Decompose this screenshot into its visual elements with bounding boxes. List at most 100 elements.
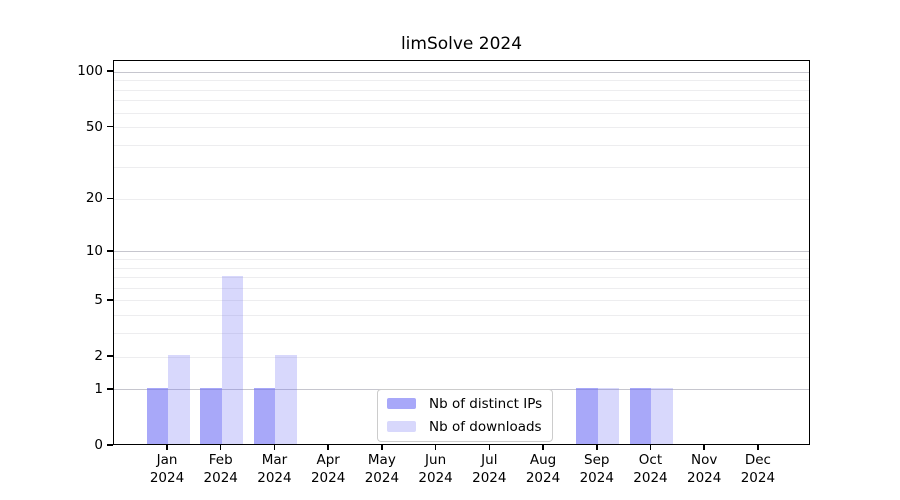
y-tick-label-5: 5 bbox=[94, 291, 103, 308]
y-tick-label-2: 2 bbox=[94, 348, 103, 365]
x-tick-label-jan: Jan 2024 bbox=[135, 451, 199, 487]
x-tick-mark-apr bbox=[327, 445, 329, 450]
gridline-y-70 bbox=[114, 100, 809, 102]
gridline-y-90 bbox=[114, 80, 809, 82]
month-year: 2024 bbox=[364, 470, 400, 486]
legend-label-distinct-ips: Nb of distinct IPs bbox=[429, 395, 543, 412]
bar-distinct-ips-mar bbox=[253, 387, 276, 444]
y-tick-label-10: 10 bbox=[85, 242, 103, 259]
x-tick-mark-mar bbox=[273, 445, 276, 450]
distinct-ips-swatch-icon bbox=[387, 398, 416, 409]
y-tick-mark-2 bbox=[107, 355, 113, 357]
gridline-y-8 bbox=[114, 267, 809, 269]
legend-label-downloads: Nb of downloads bbox=[429, 418, 542, 435]
gridline-y-7 bbox=[114, 277, 809, 279]
x-tick-label-oct: Oct 2024 bbox=[618, 451, 682, 487]
month-name: Nov bbox=[691, 452, 718, 468]
y-tick-mark-10 bbox=[107, 250, 113, 252]
bar-downloads-sep bbox=[597, 387, 620, 444]
y-tick-mark-0 bbox=[107, 444, 113, 446]
y-tick-label-0: 0 bbox=[94, 437, 103, 453]
gridline-y-9 bbox=[114, 259, 809, 260]
chart-title: limSolve 2024 bbox=[400, 34, 523, 54]
downloads-swatch-icon bbox=[387, 421, 416, 432]
x-tick-mark-nov bbox=[703, 445, 705, 450]
y-tick-mark-50 bbox=[107, 125, 113, 128]
x-tick-mark-aug bbox=[542, 445, 544, 450]
month-year: 2024 bbox=[740, 470, 776, 486]
gridline-y-4 bbox=[114, 315, 809, 317]
x-tick-label-jun: Jun 2024 bbox=[404, 451, 468, 487]
x-tick-label-aug: Aug 2024 bbox=[511, 451, 575, 487]
month-year: 2024 bbox=[687, 470, 722, 486]
y-tick-mark-100 bbox=[107, 70, 113, 72]
month-name: Feb bbox=[208, 452, 233, 468]
month-year: 2024 bbox=[149, 470, 185, 486]
month-name: Sep bbox=[584, 452, 610, 468]
plot-area bbox=[113, 60, 810, 445]
x-tick-mark-feb bbox=[219, 445, 222, 450]
month-year: 2024 bbox=[633, 470, 668, 486]
y-tick-label-20: 20 bbox=[85, 190, 103, 207]
month-name: Apr bbox=[316, 452, 340, 468]
month-name: Jul bbox=[481, 452, 498, 468]
y-tick-mark-1 bbox=[107, 388, 113, 390]
month-name: Dec bbox=[744, 452, 771, 468]
gridline-y-20 bbox=[114, 198, 809, 200]
month-year: 2024 bbox=[472, 470, 507, 486]
y-tick-mark-20 bbox=[107, 197, 113, 200]
month-year: 2024 bbox=[257, 470, 292, 486]
y-tick-label-1: 1 bbox=[94, 380, 103, 397]
y-tick-label-50: 50 bbox=[85, 118, 103, 135]
gridline-y-5 bbox=[114, 300, 809, 302]
bar-distinct-ips-jan bbox=[146, 387, 168, 444]
gridline-y-100 bbox=[114, 71, 809, 73]
x-tick-mark-sep bbox=[596, 445, 598, 450]
x-tick-label-mar: Mar 2024 bbox=[242, 451, 306, 487]
month-name: Jan bbox=[156, 452, 178, 468]
month-year: 2024 bbox=[418, 470, 453, 486]
legend: Nb of distinct IPs Nb of downloads bbox=[377, 389, 554, 442]
gridline-y-60 bbox=[114, 112, 809, 114]
month-year: 2024 bbox=[525, 470, 561, 486]
month-name: Oct bbox=[638, 452, 663, 468]
gridline-y-80 bbox=[114, 89, 809, 91]
x-tick-label-apr: Apr 2024 bbox=[296, 451, 360, 487]
gridline-y-3 bbox=[114, 333, 809, 335]
x-tick-label-jul: Jul 2024 bbox=[457, 451, 521, 487]
x-tick-mark-jun bbox=[434, 445, 437, 450]
x-tick-mark-dec bbox=[757, 445, 759, 450]
gridline-y-6 bbox=[114, 287, 809, 289]
x-tick-label-dec: Dec 2024 bbox=[726, 451, 790, 487]
legend-item-downloads: Nb of downloads bbox=[387, 417, 542, 436]
x-tick-mark-may bbox=[381, 445, 383, 450]
month-year: 2024 bbox=[203, 470, 238, 486]
bar-downloads-jan bbox=[168, 355, 190, 444]
x-tick-mark-jan bbox=[166, 445, 168, 450]
gridline-y-2 bbox=[114, 356, 809, 358]
bar-distinct-ips-sep bbox=[576, 387, 598, 444]
bar-distinct-ips-oct bbox=[629, 387, 652, 444]
bar-downloads-oct bbox=[651, 387, 673, 444]
gridline-y-30 bbox=[114, 167, 809, 169]
gridline-y-10 bbox=[114, 251, 809, 253]
bar-downloads-mar bbox=[275, 355, 297, 444]
x-tick-label-nov: Nov 2024 bbox=[672, 451, 736, 487]
month-year: 2024 bbox=[579, 470, 614, 486]
x-tick-label-feb: Feb 2024 bbox=[189, 451, 253, 487]
month-name: Mar bbox=[261, 452, 288, 468]
month-name: Jun bbox=[425, 452, 447, 468]
x-tick-mark-jul bbox=[488, 445, 491, 450]
gridline-y-50 bbox=[114, 127, 809, 129]
month-year: 2024 bbox=[310, 470, 346, 486]
x-tick-label-may: May 2024 bbox=[350, 451, 414, 487]
gridline-y-40 bbox=[114, 144, 809, 146]
x-tick-label-sep: Sep 2024 bbox=[565, 451, 629, 487]
legend-item-distinct-ips: Nb of distinct IPs bbox=[387, 394, 542, 413]
bar-downloads-feb bbox=[221, 275, 244, 444]
bar-distinct-ips-feb bbox=[200, 387, 222, 444]
x-tick-mark-oct bbox=[649, 445, 652, 450]
month-name: Aug bbox=[529, 452, 557, 468]
y-tick-label-100: 100 bbox=[77, 63, 103, 80]
